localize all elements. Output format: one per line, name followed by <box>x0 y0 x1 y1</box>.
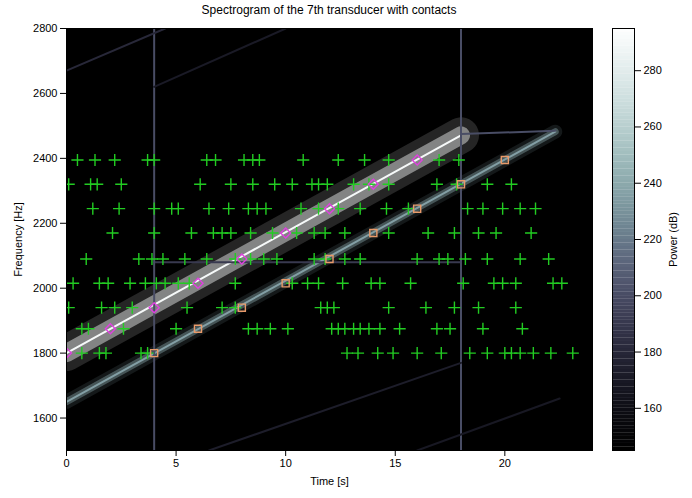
html-text:Spectrogram of the 7th transdu: Spectrogram of the 7th transducer with c… <box>201 3 457 17</box>
svg-text:240: 240 <box>644 177 662 189</box>
svg-text:2800: 2800 <box>33 22 57 34</box>
svg-text:2200: 2200 <box>33 217 57 229</box>
svg-text:2000: 2000 <box>33 282 57 294</box>
svg-text:220: 220 <box>644 233 662 245</box>
svg-text:20: 20 <box>499 457 511 469</box>
svg-text:2400: 2400 <box>33 152 57 164</box>
svg-text:1800: 1800 <box>33 347 57 359</box>
svg-text:0: 0 <box>63 457 69 469</box>
svg-text:180: 180 <box>644 346 662 358</box>
svg-text:Frequency [Hz]: Frequency [Hz] <box>12 202 24 277</box>
svg-text:1600: 1600 <box>33 412 57 424</box>
svg-text:Time [s]: Time [s] <box>310 475 349 487</box>
svg-text:2600: 2600 <box>33 87 57 99</box>
svg-text:Power (dB): Power (dB) <box>667 212 679 267</box>
svg-text:10: 10 <box>280 457 292 469</box>
svg-text:200: 200 <box>644 289 662 301</box>
svg-text:15: 15 <box>389 457 401 469</box>
svg-text:260: 260 <box>644 120 662 132</box>
svg-text:280: 280 <box>644 64 662 76</box>
svg-text:160: 160 <box>644 402 662 414</box>
svg-text:5: 5 <box>173 457 179 469</box>
